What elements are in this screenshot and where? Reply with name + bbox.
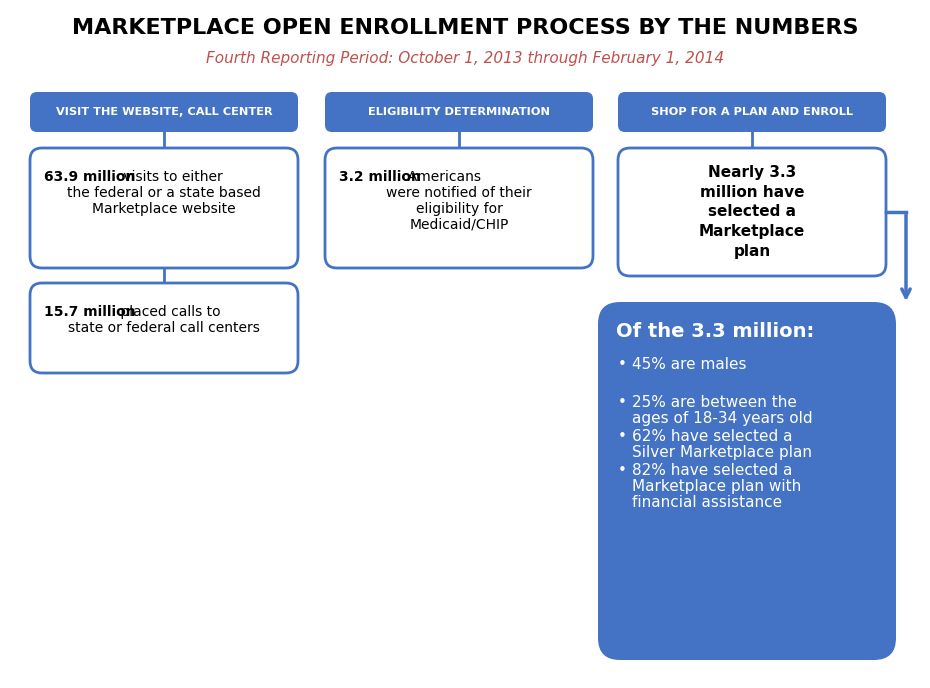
Text: 15.7 million: 15.7 million — [44, 305, 136, 319]
Text: Of the 3.3 million:: Of the 3.3 million: — [616, 322, 815, 341]
Text: •: • — [618, 463, 627, 478]
Text: 82% have selected a: 82% have selected a — [632, 463, 792, 478]
Text: 62% have selected a: 62% have selected a — [632, 429, 792, 444]
Text: SHOP FOR A PLAN AND ENROLL: SHOP FOR A PLAN AND ENROLL — [651, 107, 853, 117]
Text: VISIT THE WEBSITE, CALL CENTER: VISIT THE WEBSITE, CALL CENTER — [56, 107, 272, 117]
Text: MARKETPLACE OPEN ENROLLMENT PROCESS BY THE NUMBERS: MARKETPLACE OPEN ENROLLMENT PROCESS BY T… — [72, 18, 858, 38]
FancyBboxPatch shape — [618, 92, 886, 132]
Text: Marketplace plan with: Marketplace plan with — [632, 479, 802, 494]
Text: Fourth Reporting Period: October 1, 2013 through February 1, 2014: Fourth Reporting Period: October 1, 2013… — [206, 50, 724, 65]
Text: Nearly 3.3
million have
selected a
Marketplace
plan: Nearly 3.3 million have selected a Marke… — [698, 165, 805, 259]
Text: eligibility for: eligibility for — [416, 202, 502, 216]
FancyBboxPatch shape — [30, 148, 298, 268]
Text: •: • — [618, 429, 627, 444]
Text: Americans: Americans — [399, 170, 481, 184]
FancyBboxPatch shape — [30, 283, 298, 373]
FancyBboxPatch shape — [325, 92, 593, 132]
Text: 63.9 million: 63.9 million — [44, 170, 136, 184]
Text: visits to either: visits to either — [119, 170, 223, 184]
Text: 25% are between the: 25% are between the — [632, 395, 797, 410]
Text: ELIGIBILITY DETERMINATION: ELIGIBILITY DETERMINATION — [368, 107, 550, 117]
Text: were notified of their: were notified of their — [386, 186, 532, 200]
FancyBboxPatch shape — [618, 148, 886, 276]
Text: Silver Marketplace plan: Silver Marketplace plan — [632, 445, 812, 460]
Text: •: • — [618, 357, 627, 372]
Text: state or federal call centers: state or federal call centers — [68, 321, 260, 335]
FancyBboxPatch shape — [30, 92, 298, 132]
Text: Marketplace website: Marketplace website — [92, 202, 236, 216]
Text: financial assistance: financial assistance — [632, 495, 782, 510]
FancyBboxPatch shape — [598, 302, 896, 660]
Text: 3.2 million: 3.2 million — [339, 170, 421, 184]
FancyBboxPatch shape — [325, 148, 593, 268]
Text: placed calls to: placed calls to — [116, 305, 220, 319]
Text: •: • — [618, 395, 627, 410]
Text: Medicaid/CHIP: Medicaid/CHIP — [409, 218, 509, 232]
Text: ages of 18-34 years old: ages of 18-34 years old — [632, 411, 813, 426]
Text: 45% are males: 45% are males — [632, 357, 747, 372]
Text: the federal or a state based: the federal or a state based — [67, 186, 261, 200]
Text: 63.9 million: 63.9 million — [44, 170, 136, 184]
